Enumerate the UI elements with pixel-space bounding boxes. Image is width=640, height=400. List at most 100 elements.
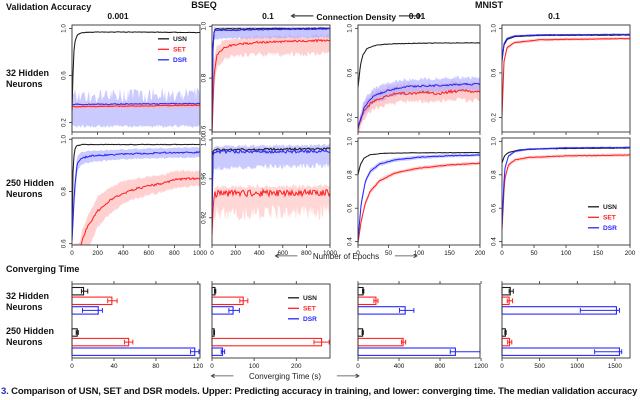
bar-dsr-32h [357,306,406,315]
connection-density-label: Connection Density [316,11,397,22]
error-bar [507,339,513,345]
row-label-250-hidden-bars: 250 Hidden Neurons [6,326,55,347]
svg-text:USN: USN [603,204,617,211]
time-axis-label: ⟵ Converging Time (s) ⟶ [178,371,392,382]
confidence-band [212,33,330,132]
svg-text:SET: SET [303,306,316,313]
svg-text:SET: SET [603,215,616,222]
error-bar [213,330,216,335]
svg-text:1.0: 1.0 [61,24,68,33]
series-line-usn [72,31,200,112]
error-bar [107,298,118,304]
svg-text:0.96: 0.96 [201,172,208,185]
plot-accuracy-BSEQ-0.1-32h: 0.6 0.8 1.0 [201,21,331,135]
figure-number: 3. [1,386,9,397]
error-bar [239,298,249,304]
row-label-32-hidden-bars: 32 Hidden Neurons [6,291,50,312]
dataset-header-bseq: BSEQ [191,0,217,10]
svg-text:800: 800 [301,250,312,257]
error-bar [504,330,507,335]
svg-text:1000: 1000 [323,250,338,257]
series-line-usn [358,42,480,88]
confidence-band [502,153,630,233]
legend: USN SET DSR [588,204,617,232]
row-label-250-hidden-accuracy: 250 Hidden Neurons [6,178,55,199]
svg-text:150: 150 [593,250,604,257]
series-line-set [212,39,330,132]
bar-set-250h [71,337,130,347]
bar-set-32h [71,296,113,306]
bar-set-250h [357,337,404,347]
series-line-set [358,162,480,244]
svg-text:400: 400 [254,250,265,257]
svg-text:USN: USN [303,295,317,302]
density-label-01-mnist: 0.1 [548,11,560,21]
svg-text:80: 80 [152,363,160,370]
series-line-set [502,154,630,230]
error-bar [80,288,89,294]
legend: USN SET DSR [158,36,187,64]
plot-time-MNIST-0.1: 0 500 1000 1500 [500,281,631,370]
error-bar [361,330,364,335]
series-line-dsr [72,150,200,242]
error-bar [228,308,240,313]
error-bar [362,288,365,294]
plot-accuracy-BSEQ-0.1-250h: 0 200 400 600 800 1000 0.92 0.96 1.00 [201,133,338,257]
svg-text:500: 500 [534,363,545,370]
svg-text:200: 200 [625,250,636,257]
svg-text:0: 0 [210,363,214,370]
svg-text:0.8: 0.8 [61,187,68,196]
svg-text:0: 0 [70,363,74,370]
left-arrow-icon: ⟵ [273,251,298,262]
svg-text:USN: USN [173,36,187,43]
svg-text:DSR: DSR [603,225,617,232]
svg-text:100: 100 [414,250,425,257]
legend: USN SET DSR [288,295,317,323]
epochs-axis-label: ⟵ Number of Epochs ⟶ [240,251,452,262]
error-bar [75,330,79,335]
series-line-dsr [502,146,630,226]
error-bar [214,288,217,294]
svg-text:800: 800 [169,250,180,257]
svg-text:0: 0 [70,250,74,257]
svg-text:0.6: 0.6 [347,68,354,77]
error-bar [508,288,514,294]
svg-text:0.2: 0.2 [61,118,68,127]
right-arrow-icon: ⟶ [398,11,423,22]
left-arrow-icon: ⟵ [209,371,235,382]
svg-text:1.0: 1.0 [201,21,208,30]
svg-text:1.0: 1.0 [347,23,354,32]
series-line-usn [358,151,480,175]
series-line-dsr [502,33,630,62]
svg-text:0: 0 [210,250,214,257]
plot-accuracy-MNIST-0.1-32h: 0.2 0.6 1.0 [491,23,631,135]
confidence-band [72,169,200,245]
figure-caption: 3. Comparison of USN, SET and DSR models… [1,386,640,397]
series-line-usn [72,143,200,237]
svg-text:0.6: 0.6 [201,125,208,134]
plot-accuracy-MNIST-0.01-250h: 0 50 100 150 200 0.4 0.6 0.8 1.0 [347,136,486,257]
svg-text:120: 120 [193,363,204,370]
right-arrow-icon: ⟶ [335,371,361,382]
svg-text:400: 400 [394,363,405,370]
plot-time-BSEQ-0.001: 0 40 80 120 [70,281,204,370]
series-line-set [212,187,330,235]
svg-text:600: 600 [278,250,289,257]
svg-text:DSR: DSR [173,57,187,64]
density-label-001: 0.01 [408,11,426,21]
svg-text:0.8: 0.8 [491,170,498,179]
plot-accuracy-BSEQ-0.001-250h: 0 200 400 600 800 1000 0.6 0.8 1.0 [61,134,208,257]
error-bar [81,308,103,313]
section-title-validation-accuracy: Validation Accuracy [6,2,92,12]
svg-text:50: 50 [385,250,393,257]
svg-text:200: 200 [92,250,103,257]
svg-text:0.2: 0.2 [347,113,354,122]
svg-text:1.0: 1.0 [347,136,354,145]
svg-text:1.00: 1.00 [201,133,208,146]
svg-text:0: 0 [500,250,504,257]
svg-text:0: 0 [356,250,360,257]
svg-text:100: 100 [249,363,260,370]
plot-accuracy-MNIST-0.1-250h: 0 50 100 150 200 0.4 0.6 0.8 1.0 USN SET DSR [491,136,636,257]
svg-text:0: 0 [500,363,504,370]
